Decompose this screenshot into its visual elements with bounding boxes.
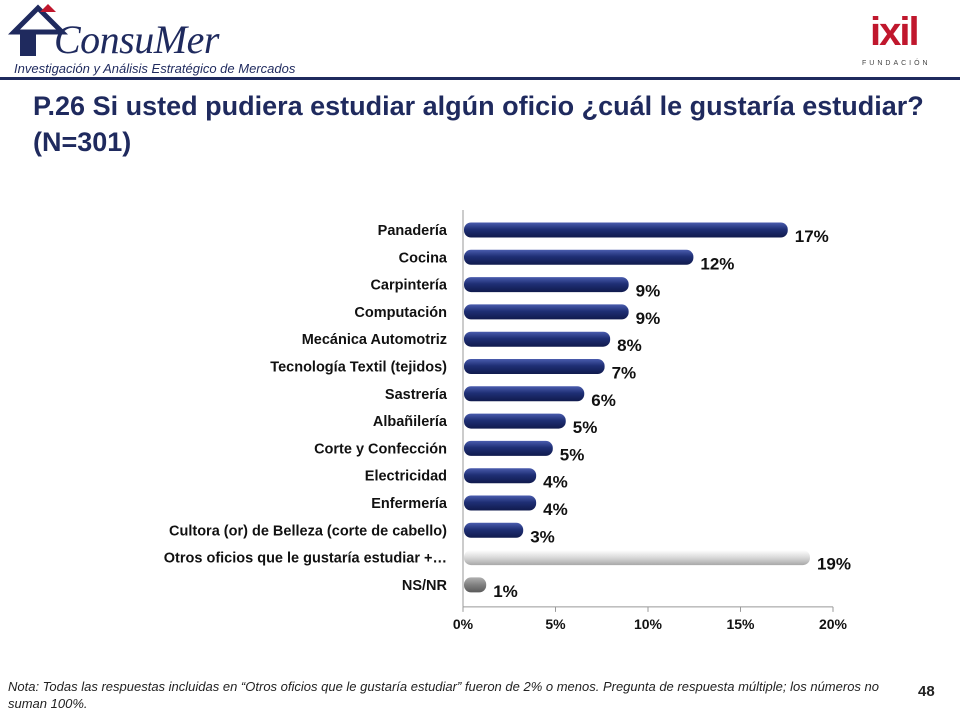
data-label: 9% (636, 309, 661, 328)
page-number: 48 (918, 683, 935, 700)
data-label: 19% (817, 555, 851, 574)
category-label: Enfermería (371, 496, 448, 512)
data-label: 9% (636, 282, 661, 301)
category-label: Tecnología Textil (tejidos) (270, 360, 447, 376)
data-label: 6% (591, 391, 616, 410)
x-tick-label: 15% (726, 616, 755, 632)
data-label: 5% (573, 418, 598, 437)
header-divider (0, 77, 960, 80)
category-label: Computación (354, 305, 447, 321)
bar (464, 550, 810, 566)
bar (464, 222, 788, 238)
data-label: 8% (617, 336, 642, 355)
x-tick-label: 10% (634, 616, 663, 632)
bar-chart: Panadería 17% Cocina 12% Carpintería 9% Comput… (164, 210, 851, 632)
brand-name: ConsuMer (54, 17, 219, 62)
data-label: 1% (493, 582, 518, 601)
category-label: NS/NR (402, 578, 448, 594)
x-tick-label: 20% (819, 616, 848, 632)
bar (464, 249, 694, 265)
page-title: P.26 Si usted pudiera estudiar algún ofi… (33, 91, 924, 157)
category-label: Cultora (or) de Belleza (corte de cabell… (169, 523, 447, 539)
x-tick-label: 0% (453, 616, 474, 632)
bar (464, 440, 553, 456)
data-label: 12% (700, 254, 734, 273)
ixil-logo-subtitle: FUNDACIÓN (862, 60, 931, 67)
category-label: Electricidad (365, 469, 447, 485)
bar (464, 359, 605, 374)
house-logo-icon (8, 4, 68, 56)
x-tick-label: 5% (545, 616, 566, 632)
category-label: Otros oficios que le gustaría estudiar +… (164, 551, 447, 567)
category-label: Cocina (399, 250, 448, 266)
bar (464, 413, 566, 429)
ixil-logo-mark: ixil (870, 10, 920, 54)
data-label: 5% (560, 445, 585, 464)
bar (464, 304, 629, 320)
category-label: Mecánica Automotriz (302, 332, 447, 348)
category-label: Albañilería (373, 414, 448, 430)
bar (464, 331, 611, 347)
bar (464, 522, 524, 538)
bar (464, 577, 487, 593)
bar (464, 277, 629, 293)
consumer-logo: ConsuMer Investigación y Análisis Estrat… (8, 2, 298, 78)
bar (464, 386, 585, 402)
category-label: Panadería (378, 223, 448, 239)
data-label: 17% (795, 227, 829, 246)
data-label: 7% (612, 364, 637, 383)
footnote: Nota: Todas las respuestas incluidas en … (8, 679, 879, 711)
bar (464, 495, 537, 511)
category-label: Carpintería (370, 278, 447, 294)
ixil-logo: ixil FUNDACIÓN (856, 10, 936, 74)
brand-tagline: Investigación y Análisis Estratégico de … (14, 61, 296, 76)
category-label: Sastrería (385, 387, 448, 403)
bar (464, 468, 537, 484)
data-label: 4% (543, 473, 568, 492)
data-label: 4% (543, 500, 568, 519)
data-label: 3% (530, 527, 555, 546)
category-label: Corte y Confección (314, 441, 447, 457)
